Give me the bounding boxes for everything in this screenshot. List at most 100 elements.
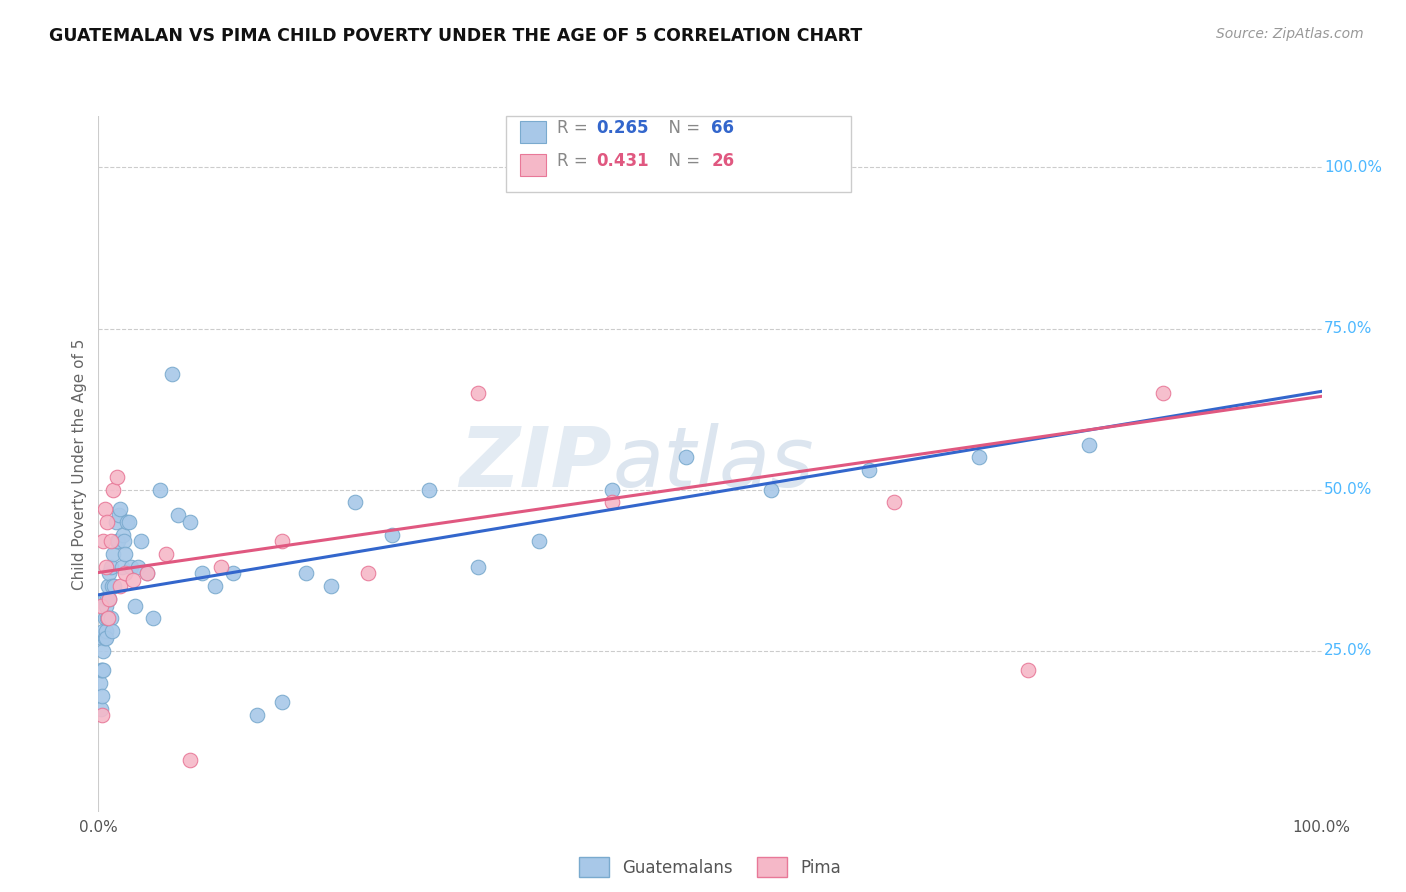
Point — [222, 566, 245, 581]
Point — [94, 624, 117, 639]
Point — [100, 611, 122, 625]
Point — [91, 663, 114, 677]
Point — [93, 631, 115, 645]
Point — [209, 560, 232, 574]
Point — [91, 663, 114, 677]
Point — [101, 483, 124, 497]
Point — [1078, 437, 1101, 451]
Point — [96, 611, 118, 625]
Text: 0.431: 0.431 — [596, 153, 648, 170]
Text: 25.0%: 25.0% — [1324, 643, 1372, 658]
Text: R =: R = — [557, 120, 593, 137]
Text: 0.265: 0.265 — [596, 120, 648, 137]
Point — [91, 534, 114, 549]
Text: N =: N = — [658, 120, 706, 137]
Text: 75.0%: 75.0% — [1324, 321, 1372, 336]
Point — [93, 502, 115, 516]
Point — [167, 508, 190, 523]
Point — [858, 463, 880, 477]
Point — [204, 579, 226, 593]
Point — [1017, 663, 1039, 677]
Point — [600, 483, 623, 497]
Point — [120, 560, 142, 574]
Point — [91, 631, 114, 645]
Point — [107, 534, 129, 549]
Point — [191, 566, 214, 581]
Point — [179, 753, 201, 767]
Legend: Guatemalans, Pima: Guatemalans, Pima — [572, 851, 848, 883]
Point — [356, 566, 378, 581]
Text: GUATEMALAN VS PIMA CHILD POVERTY UNDER THE AGE OF 5 CORRELATION CHART: GUATEMALAN VS PIMA CHILD POVERTY UNDER T… — [49, 27, 862, 45]
Point — [101, 624, 124, 639]
Point — [160, 367, 183, 381]
Point — [91, 689, 114, 703]
Point — [179, 515, 201, 529]
Point — [295, 566, 318, 581]
Point — [127, 560, 149, 574]
Text: 26: 26 — [711, 153, 734, 170]
Point — [114, 547, 136, 561]
Point — [319, 579, 342, 593]
Point — [100, 534, 122, 549]
Point — [91, 624, 114, 639]
Point — [270, 534, 294, 549]
Point — [124, 599, 146, 613]
Point — [344, 495, 367, 509]
Text: 66: 66 — [711, 120, 734, 137]
Point — [93, 592, 115, 607]
Point — [110, 579, 132, 593]
Point — [1152, 386, 1174, 401]
Text: 50.0%: 50.0% — [1324, 482, 1372, 497]
Point — [112, 534, 135, 549]
Point — [129, 534, 152, 549]
Point — [105, 534, 128, 549]
Point — [100, 560, 122, 574]
Point — [101, 579, 124, 593]
Point — [467, 386, 489, 401]
Point — [270, 695, 294, 709]
Text: R =: R = — [557, 153, 593, 170]
Point — [97, 611, 120, 625]
Point — [91, 643, 114, 657]
Point — [675, 450, 697, 465]
Point — [527, 534, 550, 549]
Point — [89, 676, 111, 690]
Point — [600, 495, 623, 509]
Point — [97, 611, 120, 625]
Point — [142, 611, 165, 625]
Point — [90, 599, 112, 613]
Point — [98, 566, 121, 581]
Text: Source: ZipAtlas.com: Source: ZipAtlas.com — [1216, 27, 1364, 41]
Point — [149, 483, 172, 497]
Point — [94, 631, 117, 645]
Point — [96, 515, 118, 529]
Point — [136, 566, 159, 581]
Point — [748, 161, 770, 175]
Point — [90, 701, 112, 715]
Point — [114, 566, 136, 581]
Point — [98, 592, 121, 607]
Point — [136, 566, 159, 581]
Point — [94, 599, 117, 613]
Point — [883, 495, 905, 509]
Point — [110, 502, 132, 516]
Point — [101, 547, 124, 561]
Point — [967, 450, 990, 465]
Point — [121, 573, 143, 587]
Point — [103, 579, 125, 593]
Text: ZIP: ZIP — [460, 424, 612, 504]
Point — [108, 508, 131, 523]
Point — [246, 708, 269, 723]
Point — [115, 515, 138, 529]
Point — [91, 708, 114, 723]
Point — [93, 611, 115, 625]
Point — [761, 483, 783, 497]
Point — [118, 515, 141, 529]
Point — [111, 527, 134, 541]
Point — [96, 592, 118, 607]
Point — [418, 483, 440, 497]
Point — [155, 547, 177, 561]
Point — [97, 579, 120, 593]
Text: N =: N = — [658, 153, 706, 170]
Point — [104, 515, 127, 529]
